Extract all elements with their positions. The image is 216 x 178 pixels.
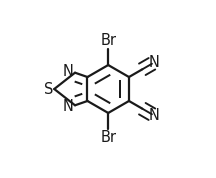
Text: N: N [148,55,159,70]
Text: Br: Br [100,33,116,48]
Text: Br: Br [100,130,116,145]
Text: N: N [63,64,74,79]
Text: N: N [63,99,74,114]
Text: S: S [43,82,53,96]
Text: N: N [148,108,159,123]
